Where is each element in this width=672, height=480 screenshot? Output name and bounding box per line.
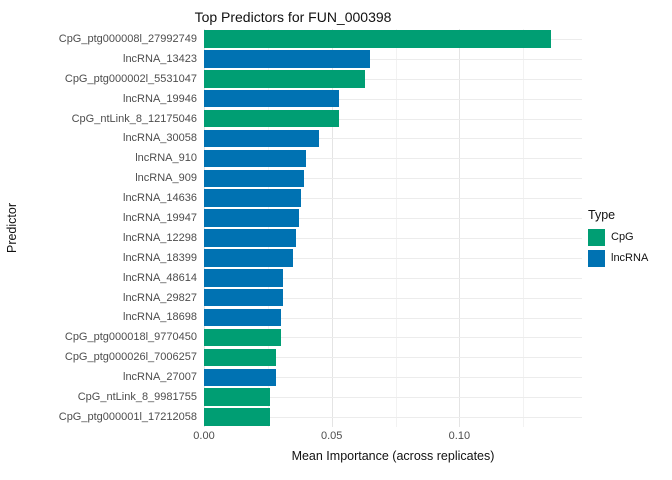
- category-label: CpG_ptg000018l_9770450: [64, 331, 197, 344]
- legend-entry-lncRNA: lncRNA: [588, 249, 672, 267]
- category-gridline: [204, 257, 582, 259]
- category-label: lncRNA_30058: [123, 132, 197, 145]
- y-axis-title: Predictor: [0, 29, 24, 427]
- category-gridline: [204, 357, 582, 359]
- legend-swatch-CpG: [588, 228, 605, 246]
- plot-panel: [204, 29, 582, 427]
- category-label: lncRNA_18399: [123, 251, 197, 264]
- legend-label: CpG: [611, 231, 634, 243]
- bar-CpG_ntLink_8_12175046: [204, 109, 340, 128]
- category-label: lncRNA_19947: [123, 211, 197, 224]
- minor-gridline: [267, 29, 269, 427]
- category-label: CpG_ntLink_8_9981755: [77, 390, 197, 403]
- x-tick-label: 0.10: [448, 430, 471, 442]
- category-gridline: [204, 158, 582, 160]
- category-label: lncRNA_12298: [123, 231, 197, 244]
- plot-main-area: Top Predictors for FUN_000398 Predictor …: [0, 9, 586, 463]
- category-label: lncRNA_27007: [123, 371, 197, 384]
- legend-entries: CpG lncRNA: [588, 228, 672, 271]
- bar-lncRNA_29827: [204, 288, 284, 307]
- major-gridline: [204, 29, 205, 427]
- bar-lncRNA_910: [204, 149, 307, 168]
- category-gridline: [204, 98, 582, 100]
- y-axis-title-text: Predictor: [5, 202, 19, 254]
- chart-title: Top Predictors for FUN_000398: [194, 9, 392, 25]
- category-gridline: [204, 237, 582, 239]
- category-gridline: [204, 277, 582, 279]
- bar-lncRNA_14636: [204, 189, 302, 207]
- category-label: lncRNA_18698: [123, 311, 197, 324]
- bar-lncRNA_19947: [204, 209, 299, 227]
- category-label: CpG_ptg000026l_7006257: [64, 351, 197, 364]
- category-label: CpG_ptg000002l_5531047: [64, 72, 197, 85]
- legend-label: lncRNA: [611, 252, 649, 264]
- category-gridline: [204, 377, 582, 379]
- bar-lncRNA_12298: [204, 229, 296, 247]
- category-label: lncRNA_910: [135, 152, 197, 165]
- chart-row: Predictor CpG_ptg000008l_27992749 lncRNA_…: [0, 29, 586, 463]
- category-label: CpG_ptg000008l_27992749: [58, 32, 197, 45]
- category-label: CpG_ptg000001l_17212058: [58, 410, 197, 423]
- x-axis-tick-labels: 0.00 0.05 0.10: [193, 427, 582, 443]
- category-gridline: [204, 138, 582, 140]
- bar-CpG_ptg000018l_9770450: [204, 328, 281, 347]
- category-label: CpG_ntLink_8_12175046: [71, 112, 197, 125]
- category-gridline: [204, 297, 582, 299]
- legend-title: Type: [588, 207, 616, 222]
- legend-swatch-lncRNA: [588, 249, 605, 267]
- category-label: lncRNA_13423: [123, 52, 197, 65]
- bar-lncRNA_48614: [204, 269, 284, 287]
- category-label: lncRNA_48614: [123, 271, 197, 284]
- minor-gridline: [523, 29, 525, 427]
- minor-gridline: [395, 29, 397, 427]
- bar-CpG_ptg000002l_5531047: [204, 70, 365, 88]
- bar-CpG_ntLink_8_9981755: [204, 388, 271, 406]
- legend: Type CpG lncRNA: [588, 40, 672, 438]
- category-label: lncRNA_909: [135, 172, 197, 185]
- bar-lncRNA_18698: [204, 308, 281, 327]
- bar-lncRNA_18399: [204, 249, 294, 267]
- bar-lncRNA_30058: [204, 129, 319, 148]
- category-gridline: [204, 397, 582, 399]
- bar-CpG_ptg000026l_7006257: [204, 348, 276, 367]
- bar-lncRNA_19946: [204, 89, 340, 108]
- category-gridline: [204, 178, 582, 180]
- category-label: lncRNA_14636: [123, 192, 197, 205]
- plot-panel-wrap: 0.00 0.05 0.10 Mean Importance (across rep…: [193, 29, 582, 463]
- x-axis-title: Mean Importance (across replicates): [291, 449, 495, 463]
- y-axis-category-labels: CpG_ptg000008l_27992749 lncRNA_13423 CpG_p…: [24, 29, 204, 427]
- category-gridline: [204, 417, 582, 419]
- category-gridline: [204, 317, 582, 319]
- bar-CpG_ptg000008l_27992749: [204, 30, 552, 48]
- category-gridline: [204, 78, 582, 80]
- legend-entry-CpG: CpG: [588, 228, 672, 246]
- category-label: lncRNA_29827: [123, 291, 197, 304]
- bar-lncRNA_27007: [204, 368, 276, 386]
- x-tick-label: 0.00: [193, 430, 215, 442]
- category-label: lncRNA_19946: [123, 92, 197, 105]
- bar-CpG_ptg000001l_17212058: [204, 408, 271, 426]
- category-gridline: [204, 118, 582, 120]
- category-gridline: [204, 198, 582, 200]
- bar-lncRNA_13423: [204, 50, 370, 68]
- category-gridline: [204, 58, 582, 60]
- category-gridline: [204, 218, 582, 220]
- major-gridline: [331, 29, 333, 427]
- category-gridline: [204, 337, 582, 339]
- x-tick-label: 0.05: [320, 430, 343, 442]
- major-gridline: [459, 29, 461, 427]
- bar-lncRNA_909: [204, 169, 304, 187]
